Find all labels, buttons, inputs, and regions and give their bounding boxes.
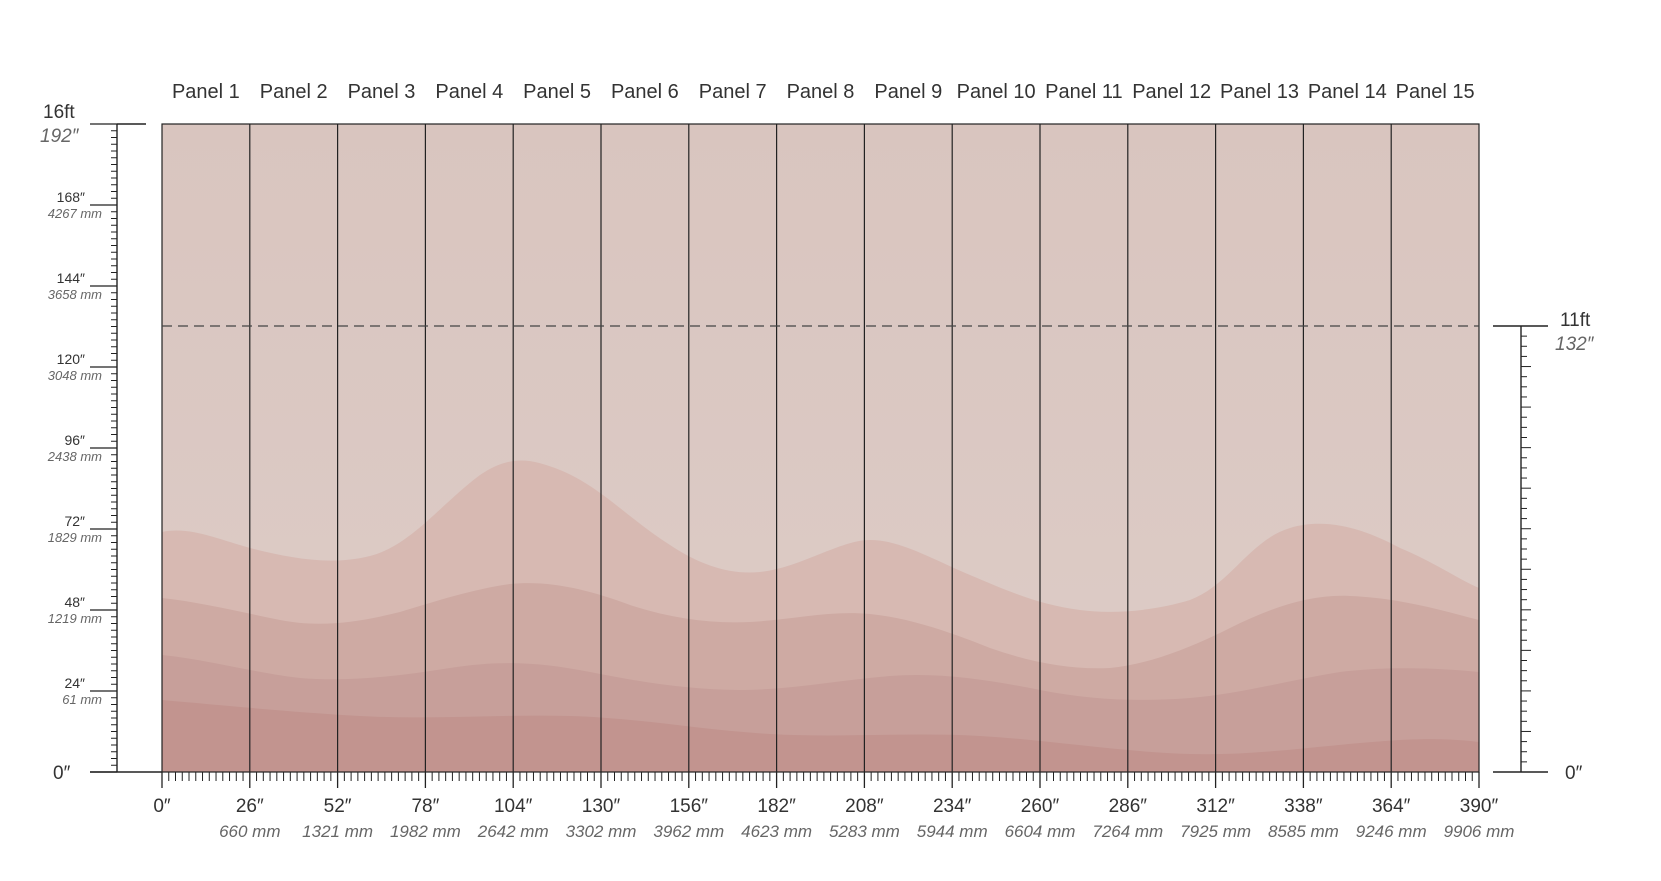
bottom-scale-tick-mm: 1982 mm: [390, 822, 461, 841]
bottom-scale-tick-in: 78″: [411, 796, 439, 817]
left-scale-tick-mm: 2438 mm: [47, 449, 102, 464]
bottom-scale-tick-mm: 9246 mm: [1356, 822, 1427, 841]
bottom-width-scale: 0″ 26″ 660 mm 52″ 1321 mm 78″ 1982 mm 104″ 2642 …: [153, 772, 1514, 841]
panel-label: Panel 6: [611, 81, 679, 103]
bottom-scale-tick-mm: 8585 mm: [1268, 822, 1339, 841]
right-scale-zero: 0″: [1565, 763, 1583, 784]
mural-hill-front: [162, 700, 1479, 772]
left-scale-tick-in: 24″: [64, 675, 85, 691]
panel-label: Panel 2: [260, 81, 328, 103]
panel-label: Panel 3: [348, 81, 416, 103]
bottom-scale-tick-mm: 660 mm: [219, 822, 280, 841]
bottom-scale-tick-in: 156″: [670, 796, 709, 817]
left-scale-tick-mm: 3658 mm: [48, 287, 102, 302]
bottom-scale-tick-mm: 3962 mm: [653, 822, 724, 841]
left-scale-tick-in: 144″: [57, 270, 85, 286]
panel-label: Panel 1: [172, 81, 240, 103]
bottom-scale-tick-in: 390″: [1460, 796, 1499, 817]
bottom-scale-tick-in: 208″: [845, 796, 884, 817]
panel-label: Panel 13: [1220, 81, 1299, 103]
bottom-scale-tick-in: 182″: [757, 796, 796, 817]
panel-label: Panel 5: [523, 81, 591, 103]
left-scale-tick-in: 72″: [64, 513, 85, 529]
bottom-scale-tick-mm: 1321 mm: [302, 822, 373, 841]
bottom-scale-tick-in: 52″: [324, 796, 352, 817]
bottom-scale-tick-in: 104″: [494, 796, 533, 817]
bottom-scale-tick-mm: 6604 mm: [1005, 822, 1076, 841]
left-scale-tick-mm: 61 mm: [62, 692, 102, 707]
bottom-scale-tick-in: 26″: [236, 796, 264, 817]
left-scale-tick-in: 120″: [57, 351, 85, 367]
right-scale-top-in: 132″: [1555, 334, 1595, 355]
left-scale-top-in: 192″: [40, 126, 80, 147]
panel-label: Panel 14: [1308, 81, 1387, 103]
bottom-scale-tick-in: 286″: [1109, 796, 1148, 817]
bottom-scale-tick-in: 234″: [933, 796, 972, 817]
mural-frame: [161, 123, 1480, 773]
panel-label: Panel 11: [1045, 81, 1122, 103]
bottom-scale-tick-mm: 5944 mm: [917, 822, 988, 841]
bottom-scale-tick-in: 260″: [1021, 796, 1060, 817]
left-scale-tick-in: 48″: [64, 594, 85, 610]
left-scale-top-ft: 16ft: [43, 102, 75, 123]
right-height-scale: 11ft 132″ 0″: [1493, 310, 1595, 784]
panel-dividers: [249, 124, 1392, 772]
panel-label: Panel 12: [1132, 81, 1211, 103]
panel-labels: Panel 1 Panel 2 Panel 3 Panel 4 Panel 5 Panel…: [172, 81, 1475, 103]
left-height-scale: 16ft 192″ 0″ 168″4267 mm 144″3658 mm 120″3…: [40, 102, 162, 784]
panel-label: Panel 10: [957, 81, 1036, 103]
bottom-scale-tick-mm: 9906 mm: [1444, 822, 1515, 841]
left-scale-tick-mm: 1829 mm: [48, 530, 102, 545]
left-scale-zero: 0″: [53, 763, 71, 784]
panel-label: Panel 15: [1396, 81, 1475, 103]
bottom-scale-tick-mm: 2642 mm: [477, 822, 549, 841]
bottom-scale-tick-in: 130″: [582, 796, 621, 817]
left-scale-tick-mm: 3048 mm: [48, 368, 102, 383]
left-scale-tick-in: 96″: [64, 432, 85, 448]
bottom-scale-tick-mm: 5283 mm: [829, 822, 900, 841]
bottom-scale-tick-mm: 7264 mm: [1092, 822, 1163, 841]
right-scale-top-ft: 11ft: [1560, 310, 1591, 331]
bottom-scale-tick-in: 364″: [1372, 796, 1411, 817]
mural-artwork: [162, 124, 1479, 772]
left-scale-tick-mm: 1219 mm: [48, 611, 102, 626]
panel-label: Panel 7: [699, 81, 767, 103]
bottom-scale-tick-mm: 3302 mm: [566, 822, 637, 841]
bottom-scale-tick-in: 0″: [153, 796, 171, 817]
panel-label: Panel 4: [435, 81, 503, 103]
bottom-scale-tick-in: 338″: [1284, 796, 1323, 817]
bottom-scale-tick-mm: 7925 mm: [1180, 822, 1251, 841]
panel-label: Panel 8: [787, 81, 855, 103]
left-scale-tick-mm: 4267 mm: [48, 206, 102, 221]
left-scale-tick-in: 168″: [57, 189, 85, 205]
bottom-scale-tick-mm: 4623 mm: [741, 822, 812, 841]
panel-label: Panel 9: [874, 81, 942, 103]
bottom-scale-tick-in: 312″: [1196, 796, 1235, 817]
